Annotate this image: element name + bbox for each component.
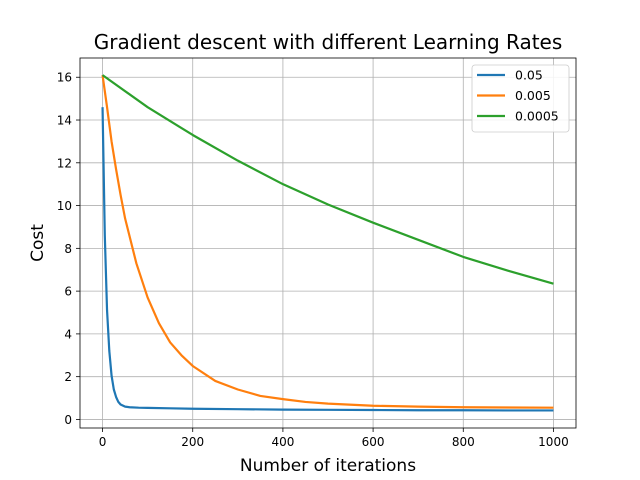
y-tick-label: 16 bbox=[57, 71, 72, 85]
y-tick-label: 10 bbox=[57, 199, 72, 213]
series-line-1 bbox=[101, 74, 554, 409]
x-tick-label: 800 bbox=[452, 435, 475, 449]
series-line-0 bbox=[101, 107, 554, 412]
y-tick-label: 4 bbox=[64, 327, 72, 341]
y-tick-label: 8 bbox=[64, 242, 72, 256]
legend-label-0: 0.05 bbox=[515, 68, 543, 83]
x-tick-label: 600 bbox=[362, 435, 385, 449]
y-tick-label: 0 bbox=[64, 413, 72, 427]
x-tick-label: 1000 bbox=[538, 435, 569, 449]
y-tick-label: 12 bbox=[57, 156, 72, 170]
y-tick-label: 6 bbox=[64, 285, 72, 299]
series-line-2 bbox=[101, 74, 554, 285]
plot-frame bbox=[79, 57, 577, 429]
x-tick-label: 0 bbox=[99, 435, 107, 449]
y-tick-label: 14 bbox=[57, 114, 72, 128]
legend-label-2: 0.0005 bbox=[515, 109, 559, 124]
y-tick-label: 2 bbox=[64, 370, 72, 384]
x-tick-label: 400 bbox=[271, 435, 294, 449]
legend-label-1: 0.005 bbox=[515, 88, 551, 103]
chart-title: Gradient descent with different Learning… bbox=[94, 30, 563, 54]
axis-ticks: 0 200 400 600 800 1000 0 2 4 6 8 10 12 14 16 bbox=[57, 71, 569, 449]
y-axis-label: Cost bbox=[28, 224, 48, 262]
x-axis-label: Number of iterations bbox=[240, 456, 416, 476]
x-tick-label: 200 bbox=[181, 435, 204, 449]
legend: 0.05 0.005 0.0005 bbox=[471, 64, 570, 133]
series-layer bbox=[101, 74, 554, 412]
